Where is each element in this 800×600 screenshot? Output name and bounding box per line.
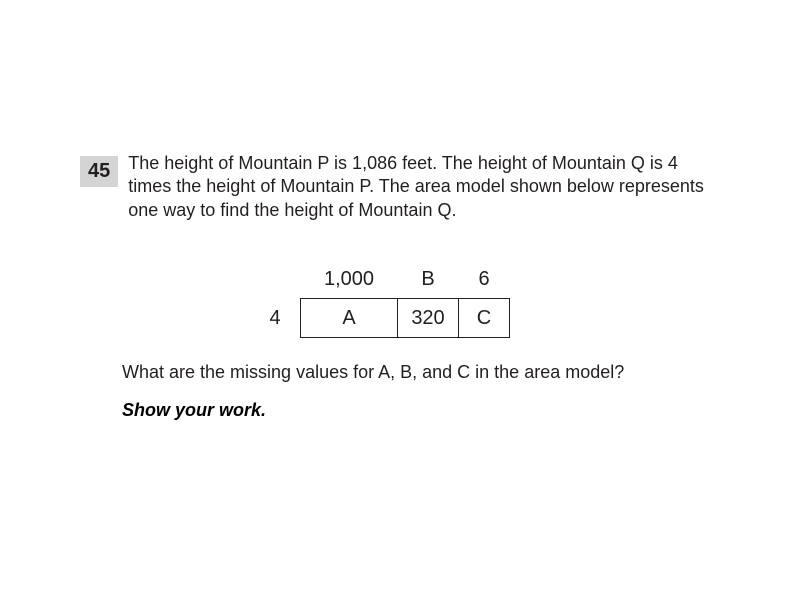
area-model-top-2: 6 bbox=[459, 260, 510, 299]
show-your-work: Show your work. bbox=[122, 400, 266, 421]
area-model-body-row: 4 A 320 C bbox=[250, 299, 510, 338]
question-body: The height of Mountain P is 1,086 feet. … bbox=[128, 152, 720, 222]
area-model-header-row: 1,000 B 6 bbox=[250, 260, 510, 299]
area-model-cell-320: 320 bbox=[398, 299, 459, 338]
question-number-badge: 45 bbox=[80, 156, 118, 187]
area-model-cell-A: A bbox=[301, 299, 398, 338]
area-model-left-label: 4 bbox=[250, 299, 301, 338]
followup-prompt: What are the missing values for A, B, an… bbox=[122, 362, 722, 383]
area-model-table: 1,000 B 6 4 A 320 C bbox=[250, 260, 510, 338]
area-model: 1,000 B 6 4 A 320 C bbox=[250, 260, 510, 338]
area-model-cell-C: C bbox=[459, 299, 510, 338]
area-model-top-1: B bbox=[398, 260, 459, 299]
page: 45 The height of Mountain P is 1,086 fee… bbox=[0, 0, 800, 600]
area-model-top-blank bbox=[250, 260, 301, 299]
question-row: 45 The height of Mountain P is 1,086 fee… bbox=[80, 152, 720, 222]
area-model-top-0: 1,000 bbox=[301, 260, 398, 299]
